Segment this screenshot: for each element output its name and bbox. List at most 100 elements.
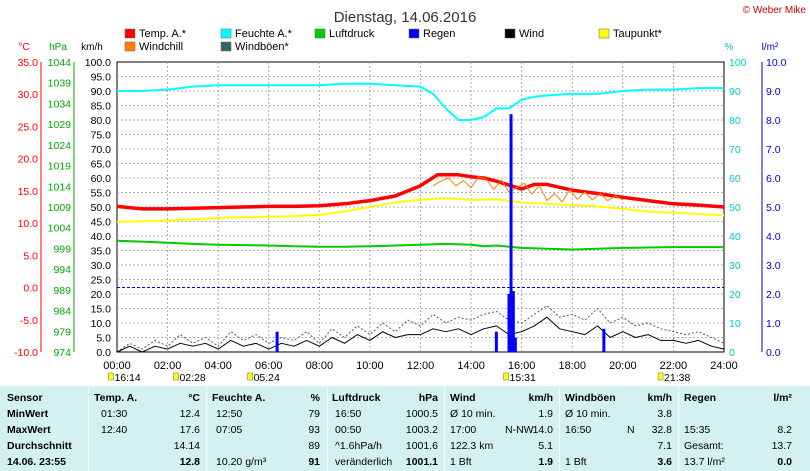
wind-tick-label: 0.0 [96,347,111,359]
temp-time: 01:30 [101,408,128,420]
rain-tick-label: 3.0 [766,260,781,272]
legend-label: Taupunkt* [613,28,663,40]
humidity-tick-label: 40 [729,231,741,243]
series-line-windb-en [116,305,725,353]
wind-desc: Ø 10 min. [450,408,496,420]
humidity-time: 07:05 [216,424,243,436]
pressure-time: veränderlich [335,456,393,468]
statistics-table: Sensor Temp. A. °C Feuchte A.% Luftdruck hPa W… [0,386,810,471]
rain-desc: 13.7 l/m² [684,456,725,468]
humidity-axis-unit: % [725,42,734,53]
x-tick-label: 22:00 [660,360,688,372]
weather-chart: Dienstag, 14.06.2016 © Weber Mike Temp. A.… [14,5,806,384]
series-line-luftdruck [116,239,724,251]
temp-tick-label: -10.0 [14,347,38,359]
rain-tick-label: 10.0 [766,57,787,69]
wind-tick-label: 35.0 [91,246,112,258]
x-tick-label: 08:00 [306,360,334,372]
wind-value: 14.0 [532,424,553,436]
rain-tick-label: 0.0 [766,347,781,359]
wind-tick-label: 45.0 [91,217,112,229]
rain-desc: Gesamt: [684,440,724,452]
table-divider [444,386,445,471]
wind-tick-label: 95.0 [91,72,112,84]
rain-bar [511,291,515,352]
pressure-value: 1003.2 [405,424,438,436]
rain-axis-unit: l/m² [762,42,779,53]
header-pressure: Luftdruck [332,392,381,404]
x-tick-label: 10:00 [356,360,384,372]
header-wind: Wind [450,392,476,404]
wind-tick-label: 80.0 [91,115,112,127]
wind-desc: 1 Bft [450,456,472,468]
pressure-time: ^1.6hPa/h [335,440,382,452]
pressure-tick-label: 1044 [48,57,72,69]
legend-swatch [124,28,136,39]
humidity-value: 89 [308,440,320,452]
legend-swatch [220,28,232,39]
legend-label: Temp. A.* [139,28,187,40]
gust-value: 3.6 [657,456,672,468]
wind-value: 5.1 [538,440,553,452]
header-pressure-unit: hPa [418,392,438,404]
row-label: MinWert [7,408,49,420]
x-tick-label: 18:00 [558,360,586,372]
rain-bar [494,331,498,352]
wind-tick-label: 65.0 [91,159,112,171]
header-humidity: Feuchte A. [212,392,266,404]
wind-axis-unit: km/h [81,42,103,53]
legend-label: Windböen* [235,41,290,53]
humidity-tick-label: 70 [729,144,741,156]
pressure-tick-label: 974 [53,347,71,359]
marker-time: 16:14 [114,372,140,384]
legend-label: Regen [423,28,455,40]
x-tick-label: 24:00 [710,360,738,372]
marker-icon [247,372,253,381]
pressure-tick-label: 979 [53,326,71,338]
series-line-taupunkt [116,197,725,223]
wind-desc: 122.3 km [450,440,494,452]
temp-tick-label: 10.0 [18,218,39,230]
row-label: MaxWert [7,424,51,436]
temp-value: 14.14 [173,440,200,452]
temp-tick-label: 20.0 [18,154,39,166]
temp-tick-label: 0.0 [23,283,38,295]
marker-time: 15:31 [510,372,536,384]
x-tick-label: 20:00 [609,360,637,372]
header-rain-unit: l/m² [773,392,792,404]
pressure-tick-label: 1004 [48,223,72,235]
table-divider [678,386,679,471]
pressure-tick-label: 1039 [48,78,72,90]
rain-tick-label: 2.0 [766,289,781,301]
table-divider [559,386,560,471]
wind-tick-label: 10.0 [91,318,112,330]
wind-tick-label: 85.0 [91,101,112,113]
wind-desc: 17:00 [450,424,477,436]
rain-tick-label: 9.0 [766,86,781,98]
header-rain: Regen [684,392,717,404]
pressure-tick-label: 984 [53,306,71,318]
marker-icon [173,372,179,381]
gust-desc: Ø 10 min. [565,408,611,420]
gust-value: 32.8 [651,424,672,436]
pressure-tick-label: 989 [53,285,71,297]
gust-direction: N [627,424,635,436]
humidity-tick-label: 0 [729,347,735,359]
temp-value: 12.4 [179,408,200,420]
wind-tick-label: 20.0 [91,289,112,301]
table-divider [88,386,89,471]
wind-direction: N-NW [505,424,534,436]
pressure-tick-label: 994 [53,264,71,276]
x-tick-label: 06:00 [255,360,283,372]
temp-value: 12.8 [179,456,200,468]
wind-value: 1.9 [538,408,553,420]
humidity-tick-label: 50 [729,202,741,214]
pressure-tick-label: 1009 [48,202,72,214]
pressure-tick-label: 1024 [48,140,72,152]
pressure-tick-label: 1034 [48,98,72,110]
humidity-tick-label: 60 [729,173,741,185]
pressure-tick-label: 1014 [48,181,72,193]
rain-bar [275,331,279,352]
rain-tick-label: 8.0 [766,115,781,127]
marker-time: 21:38 [664,372,690,384]
